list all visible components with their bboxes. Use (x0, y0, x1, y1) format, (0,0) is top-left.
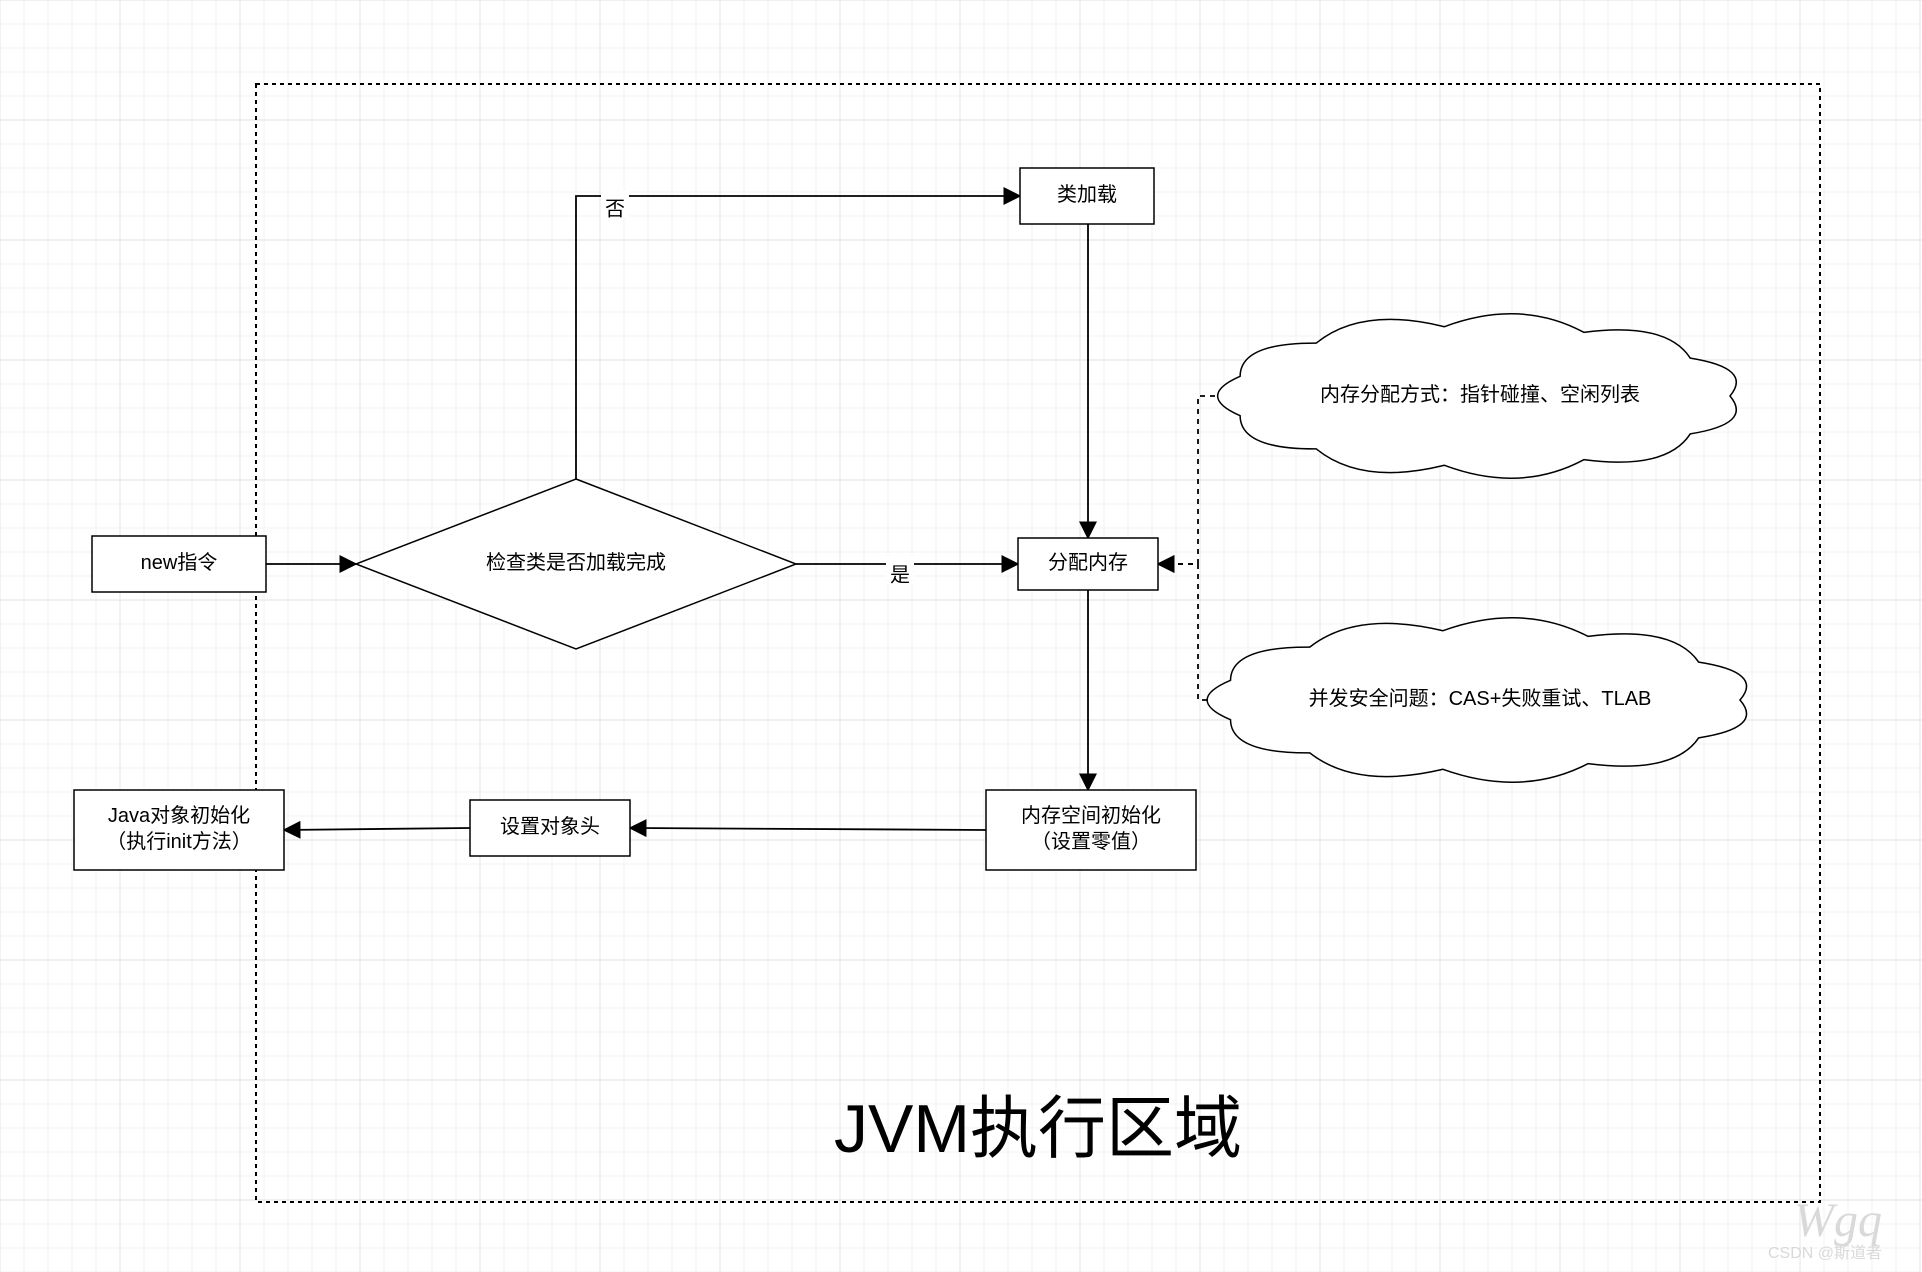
edge-label-2: 是 (890, 564, 910, 586)
node-alloc_mem: 分配内存 (1018, 538, 1158, 590)
watermark-sub: CSDN @斯道者 (1768, 1244, 1882, 1262)
node-alloc_mem-label: 分配内存 (1048, 551, 1128, 574)
node-mem_init-box (986, 790, 1196, 870)
node-mem_init: 内存空间初始化（设置零值） (986, 790, 1196, 870)
node-set_header-label: 设置对象头 (500, 815, 600, 838)
node-class_load-label: 类加载 (1057, 183, 1117, 206)
node-cloud_conc-label: 并发安全问题：CAS+失败重试、TLAB (1309, 687, 1652, 710)
node-new_instr: new指令 (92, 536, 266, 592)
node-java_init-box (74, 790, 284, 870)
node-check_loaded-label: 检查类是否加载完成 (486, 551, 666, 574)
node-cloud_alloc-label: 内存分配方式：指针碰撞、空闲列表 (1320, 383, 1640, 406)
jvm-region-title: JVM执行区域 (834, 1091, 1242, 1167)
node-java_init: Java对象初始化（执行init方法） (74, 790, 284, 870)
node-set_header: 设置对象头 (470, 800, 630, 856)
watermark: Wgq (1794, 1194, 1882, 1247)
node-new_instr-label: new指令 (141, 551, 218, 574)
edge-label-1: 否 (605, 198, 625, 220)
node-class_load: 类加载 (1020, 168, 1154, 224)
